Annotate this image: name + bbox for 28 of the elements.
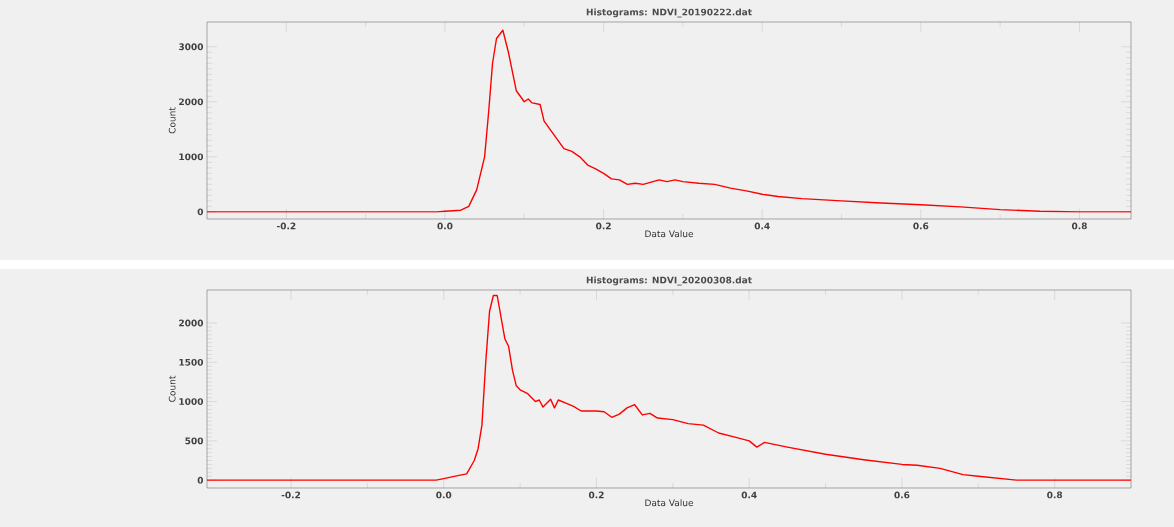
x-tick-label: 0.4 xyxy=(754,222,770,230)
x-tick-label: 0.2 xyxy=(596,222,611,230)
x-tick-label: -0.2 xyxy=(276,222,296,230)
x-axis-title: Data Value xyxy=(645,230,694,238)
y-tick-label: 500 xyxy=(185,437,204,445)
y-tick-label: 1500 xyxy=(179,358,204,366)
y-axis-title: Count xyxy=(168,375,176,402)
y-tick-label: 1000 xyxy=(179,153,204,161)
y-tick-label: 3000 xyxy=(179,43,204,51)
y-tick-label: 0 xyxy=(197,476,204,484)
y-tick-label: 0 xyxy=(197,208,204,216)
chart-title: Histograms: NDVI_20200308.dat xyxy=(586,276,752,286)
chart-title: Histograms: NDVI_20190222.dat xyxy=(586,8,752,18)
x-tick-label: 0.2 xyxy=(588,491,604,499)
x-tick-label: 0.0 xyxy=(437,222,453,230)
line-series xyxy=(207,294,1132,481)
y-axis-title: Count xyxy=(168,107,176,134)
x-tick-label: 0.0 xyxy=(436,491,452,499)
x-tick-label: 0.6 xyxy=(913,222,929,230)
x-tick-label: -0.2 xyxy=(281,491,301,499)
x-axis-title: Data Value xyxy=(645,499,694,507)
y-tick-label: 2000 xyxy=(179,98,204,106)
y-tick-label: 2000 xyxy=(179,319,204,327)
x-tick-label: 0.4 xyxy=(741,491,757,499)
x-tick-label: 0.8 xyxy=(1071,222,1087,230)
x-tick-label: 0.8 xyxy=(1047,491,1063,499)
x-tick-label: 0.6 xyxy=(894,491,910,499)
y-tick-label: 1000 xyxy=(179,398,204,405)
